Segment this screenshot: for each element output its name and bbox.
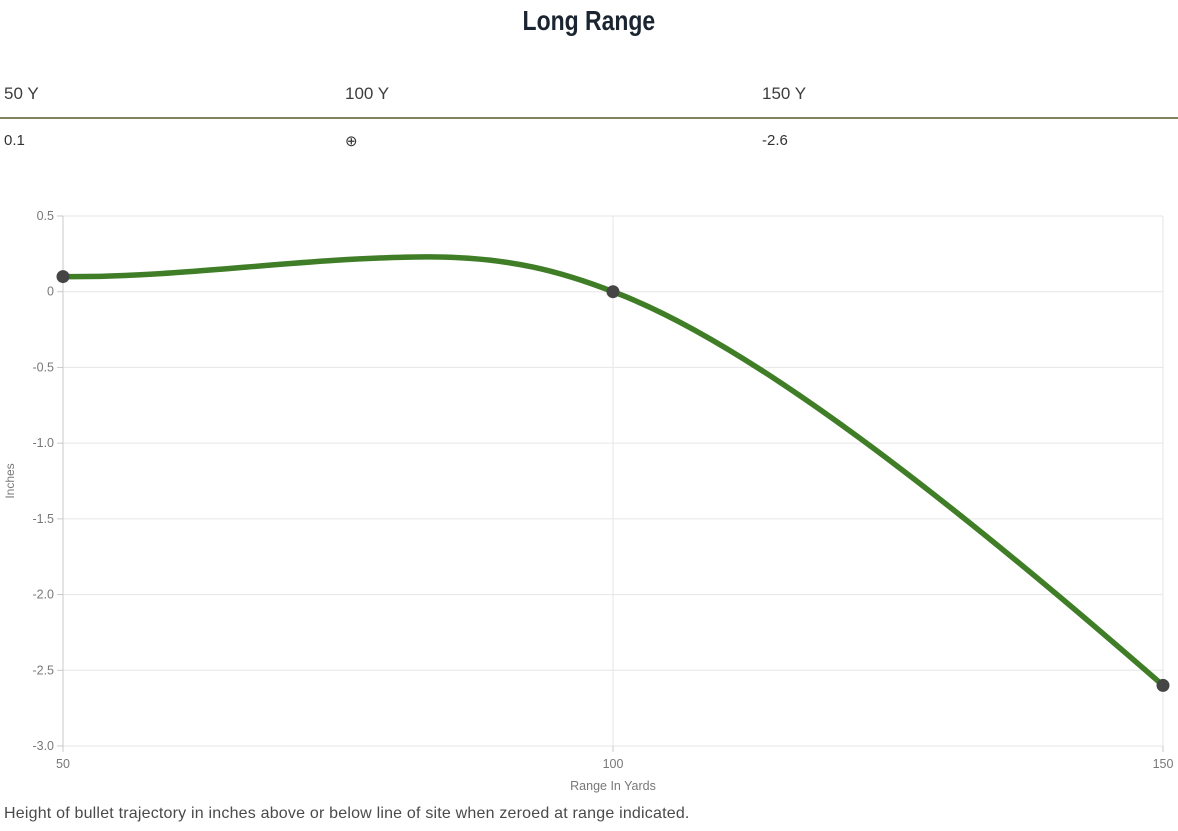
trajectory-line xyxy=(60,254,1166,689)
y-tick-label: -1.0 xyxy=(32,436,54,450)
data-point-marker[interactable] xyxy=(1156,678,1170,692)
zero-crosshair-icon: ⊕ xyxy=(345,133,358,150)
range-label-100y: 100 Y xyxy=(345,84,390,103)
range-values-row: 0.1 ⊕ -2.6 xyxy=(0,119,1178,150)
x-tick-label: 50 xyxy=(56,757,70,771)
page-title: Long Range xyxy=(0,0,1178,38)
trajectory-chart-svg: 0.5 0 -0.5 -1.0 -1.5 -2.0 -2.5 -3.050 100 150 Inch… xyxy=(3,209,1174,793)
page-title-text: Long Range xyxy=(522,5,656,36)
y-axis-title: Inches xyxy=(3,463,17,498)
y-tick-label: -2.5 xyxy=(32,663,54,677)
y-tick-label: -3.0 xyxy=(32,739,54,753)
data-point-marker[interactable] xyxy=(606,285,620,299)
x-tick-label: 150 xyxy=(1153,757,1174,771)
range-table: 50 Y 100 Y 150 Y 0.1 ⊕ -2.6 xyxy=(0,84,1178,150)
range-label-50y: 50 Y xyxy=(4,84,39,103)
x-axis-title: Range In Yards xyxy=(570,779,656,793)
chart-caption: Height of bullet trajectory in inches ab… xyxy=(4,805,690,822)
range-labels-row: 50 Y 100 Y 150 Y xyxy=(0,84,1178,117)
x-tick-label: 100 xyxy=(603,757,624,771)
y-tick-label: -2.0 xyxy=(32,588,54,602)
trajectory-chart: 0.5 0 -0.5 -1.0 -1.5 -2.0 -2.5 -3.0 50 100 150 Inch… xyxy=(0,200,1178,805)
y-tick-label: 0.5 xyxy=(37,209,54,223)
range-label-150y: 150 Y xyxy=(762,84,807,103)
y-tick-label: -1.5 xyxy=(32,512,54,526)
data-point-marker[interactable] xyxy=(56,270,70,284)
y-tick-label: 0 xyxy=(47,285,54,299)
range-value-50y: 0.1 xyxy=(4,132,25,149)
y-tick-label: -0.5 xyxy=(32,360,54,374)
divider xyxy=(0,117,1178,119)
range-value-150y: -2.6 xyxy=(762,132,788,149)
